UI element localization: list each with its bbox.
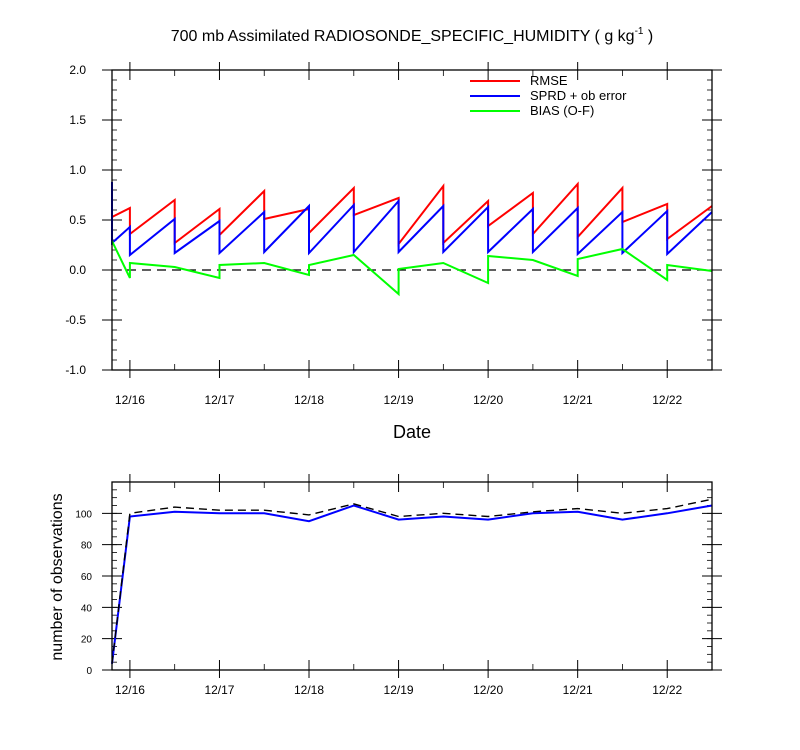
y-tick-label: 0.0	[69, 263, 86, 277]
series-line-assimilated-observations	[111, 504, 713, 664]
y-tick-label: 0	[86, 666, 92, 677]
y-tick-label: 1.0	[69, 163, 86, 177]
top-ticks: -1.0 -0.5 0.0 0.5 1.0 1.5 2.0 12/16 12/17 12/18 12…	[65, 62, 722, 407]
x-tick-label: 12/22	[652, 683, 682, 697]
x-tick-label: 12/20	[473, 683, 503, 697]
x-tick-label: 12/17	[204, 393, 234, 407]
series-line-bias-o-f-	[111, 240, 713, 297]
x-tick-label: 12/19	[384, 683, 414, 697]
x-tick-label: 12/22	[652, 393, 682, 407]
x-tick-label: 12/16	[115, 683, 145, 697]
y-tick-label: -0.5	[65, 313, 86, 327]
legend-label: BIAS (O-F)	[530, 103, 594, 118]
x-tick-label: 12/18	[294, 683, 324, 697]
x-tick-label: 12/17	[204, 683, 234, 697]
x-tick-label: 12/19	[384, 393, 414, 407]
bottom-ticks: 0 20 40 60 80 100 12/16 12/17 12/18 12/19 12/20 12/…	[75, 474, 722, 697]
bottom-plot-frame	[111, 481, 713, 671]
y-tick-label: 60	[81, 572, 93, 583]
legend-label: SPRD + ob error	[530, 88, 627, 103]
bottom-series	[111, 498, 713, 664]
x-tick-label: 12/20	[473, 393, 503, 407]
top-chart: 700 mb Assimilated RADIOSONDE_SPECIFIC_H…	[65, 26, 722, 442]
x-tick-label: 12/21	[563, 683, 593, 697]
legend-label: RMSE	[530, 73, 568, 88]
series-line-sprd-ob-error	[111, 182, 713, 258]
chart-title: 700 mb Assimilated RADIOSONDE_SPECIFIC_H…	[171, 26, 654, 45]
x-tick-label: 12/16	[115, 393, 145, 407]
y-tick-label: 100	[75, 509, 92, 520]
top-plot-frame	[111, 69, 713, 371]
y-axis-label: number of observations	[49, 493, 66, 660]
y-tick-label: 80	[81, 541, 93, 552]
x-tick-label: 12/21	[563, 393, 593, 407]
y-tick-label: 2.0	[69, 63, 86, 77]
y-tick-label: -1.0	[65, 363, 86, 377]
y-tick-label: 1.5	[69, 113, 86, 127]
y-tick-label: 0.5	[69, 213, 86, 227]
top-series	[111, 181, 713, 297]
x-tick-label: 12/18	[294, 393, 324, 407]
x-axis-label: Date	[393, 422, 431, 442]
y-tick-label: 20	[81, 635, 93, 646]
bottom-chart: 0 20 40 60 80 100 12/16 12/17 12/18 12/19 12/20 12/…	[49, 474, 722, 697]
y-tick-label: 40	[81, 603, 93, 614]
series-line-available-observations	[111, 498, 713, 664]
